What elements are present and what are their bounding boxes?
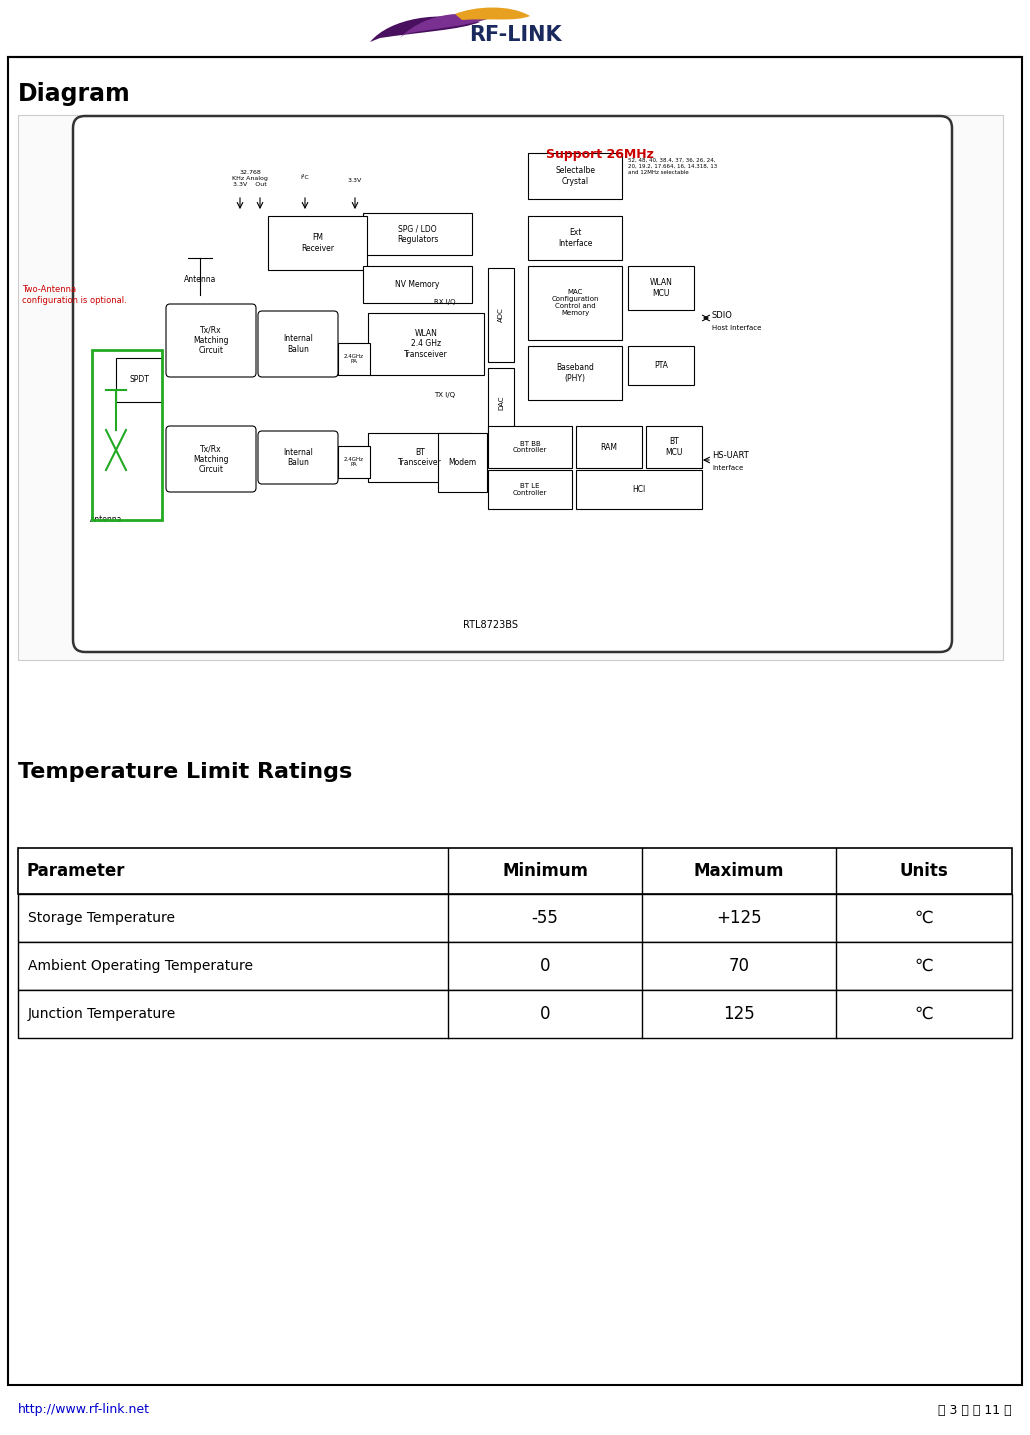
FancyBboxPatch shape <box>628 265 694 310</box>
Bar <box>92 350 162 519</box>
Text: BT
Transceiver: BT Transceiver <box>399 448 442 468</box>
Text: 0: 0 <box>540 957 550 974</box>
Bar <box>18 990 1012 1038</box>
Text: 125: 125 <box>723 1004 755 1023</box>
Text: Two-Antenna
configuration is optional.: Two-Antenna configuration is optional. <box>22 286 127 304</box>
Text: I²C: I²C <box>301 175 309 179</box>
Text: -55: -55 <box>531 908 558 927</box>
FancyBboxPatch shape <box>528 265 622 340</box>
Text: Diagram: Diagram <box>18 82 131 106</box>
FancyBboxPatch shape <box>166 426 256 492</box>
Text: 32.768
KHz Analog
3.3V    Out: 32.768 KHz Analog 3.3V Out <box>232 169 268 187</box>
FancyBboxPatch shape <box>368 313 484 375</box>
Text: +125: +125 <box>716 908 762 927</box>
Text: Antenna: Antenna <box>90 515 123 525</box>
FancyBboxPatch shape <box>73 116 952 651</box>
Text: SDIO: SDIO <box>712 310 733 320</box>
FancyBboxPatch shape <box>488 268 514 362</box>
Text: 70: 70 <box>728 957 750 974</box>
FancyBboxPatch shape <box>438 433 487 492</box>
Text: ℃: ℃ <box>915 957 933 974</box>
Bar <box>18 941 1012 990</box>
FancyBboxPatch shape <box>576 471 702 509</box>
Text: WLAN
MCU: WLAN MCU <box>650 278 673 297</box>
FancyBboxPatch shape <box>646 426 702 468</box>
Text: BT BB
Controller: BT BB Controller <box>513 441 547 453</box>
Text: http://www.rf-link.net: http://www.rf-link.net <box>18 1403 150 1416</box>
Text: BT LE
Controller: BT LE Controller <box>513 484 547 497</box>
Text: Support 26MHz: Support 26MHz <box>546 148 654 161</box>
Text: Antenna: Antenna <box>183 276 216 284</box>
Text: Temperature Limit Ratings: Temperature Limit Ratings <box>18 762 352 782</box>
Text: NV Memory: NV Memory <box>396 280 440 288</box>
Text: RTL8723BS: RTL8723BS <box>462 620 517 630</box>
Text: RAM: RAM <box>600 442 618 452</box>
Bar <box>18 115 1003 660</box>
FancyBboxPatch shape <box>628 346 694 385</box>
Bar <box>18 848 1012 894</box>
FancyBboxPatch shape <box>528 154 622 199</box>
FancyBboxPatch shape <box>268 217 367 270</box>
Text: RX I/Q: RX I/Q <box>434 298 455 306</box>
Text: MAC
Configuration
Control and
Memory: MAC Configuration Control and Memory <box>551 290 598 317</box>
FancyBboxPatch shape <box>368 433 472 482</box>
Text: 52, 48, 40, 38.4, 37, 36, 26, 24,
20, 19.2, 17.664, 16, 14.318, 13
and 12MHz sel: 52, 48, 40, 38.4, 37, 36, 26, 24, 20, 19… <box>628 158 717 175</box>
Text: Storage Temperature: Storage Temperature <box>28 911 175 926</box>
Text: HS-UART: HS-UART <box>712 451 749 459</box>
FancyBboxPatch shape <box>258 430 338 484</box>
Text: FM
Receiver: FM Receiver <box>301 234 334 253</box>
FancyBboxPatch shape <box>488 367 514 438</box>
Text: SPG / LDO
Regulators: SPG / LDO Regulators <box>397 224 438 244</box>
FancyBboxPatch shape <box>488 426 572 468</box>
Text: Internal
Balun: Internal Balun <box>283 334 313 353</box>
Text: Ext
Interface: Ext Interface <box>558 228 592 248</box>
Text: Maximum: Maximum <box>694 862 784 880</box>
Text: Modem: Modem <box>448 458 477 466</box>
Text: PTA: PTA <box>654 362 667 370</box>
PathPatch shape <box>455 7 530 20</box>
FancyBboxPatch shape <box>338 343 370 375</box>
Text: Interface: Interface <box>712 465 744 471</box>
Text: Tx/Rx
Matching
Circuit: Tx/Rx Matching Circuit <box>194 443 229 474</box>
Text: ℃: ℃ <box>915 908 933 927</box>
Text: Host Interface: Host Interface <box>712 324 761 331</box>
PathPatch shape <box>400 14 490 37</box>
Text: DAC: DAC <box>497 395 504 410</box>
FancyBboxPatch shape <box>166 304 256 377</box>
Text: BT
MCU: BT MCU <box>665 438 683 456</box>
Text: 0: 0 <box>540 1004 550 1023</box>
Text: Internal
Balun: Internal Balun <box>283 448 313 468</box>
FancyBboxPatch shape <box>576 426 642 468</box>
Text: Selectalbe
Crystal: Selectalbe Crystal <box>555 166 595 185</box>
Bar <box>18 894 1012 941</box>
Text: SPDT: SPDT <box>129 376 149 385</box>
Text: Tx/Rx
Matching
Circuit: Tx/Rx Matching Circuit <box>194 326 229 356</box>
Text: 2.4GHz
PA: 2.4GHz PA <box>344 456 364 468</box>
Text: WLAN
2.4 GHz
Transceiver: WLAN 2.4 GHz Transceiver <box>404 329 448 359</box>
FancyBboxPatch shape <box>338 446 370 478</box>
FancyBboxPatch shape <box>488 471 572 509</box>
Text: 2.4GHz
ΡΑ: 2.4GHz ΡΑ <box>344 353 364 364</box>
Text: ℃: ℃ <box>915 1004 933 1023</box>
PathPatch shape <box>370 16 480 42</box>
Text: Units: Units <box>899 862 949 880</box>
Text: Junction Temperature: Junction Temperature <box>28 1007 176 1020</box>
FancyBboxPatch shape <box>116 357 162 402</box>
Text: Ambient Operating Temperature: Ambient Operating Temperature <box>28 959 253 973</box>
FancyBboxPatch shape <box>258 311 338 377</box>
Text: TX I/Q: TX I/Q <box>434 392 455 397</box>
Text: ADC: ADC <box>497 307 504 323</box>
Text: RF-LINK: RF-LINK <box>469 24 561 44</box>
Text: Minimum: Minimum <box>502 862 588 880</box>
Text: HCI: HCI <box>632 485 646 494</box>
Text: 3.3V: 3.3V <box>348 178 363 184</box>
Text: Baseband
(PHY): Baseband (PHY) <box>556 363 594 383</box>
FancyBboxPatch shape <box>363 212 472 255</box>
FancyBboxPatch shape <box>528 346 622 400</box>
FancyBboxPatch shape <box>528 217 622 260</box>
FancyBboxPatch shape <box>363 265 472 303</box>
Text: Parameter: Parameter <box>26 862 125 880</box>
Text: 第 3 页 共 11 页: 第 3 页 共 11 页 <box>938 1403 1012 1416</box>
